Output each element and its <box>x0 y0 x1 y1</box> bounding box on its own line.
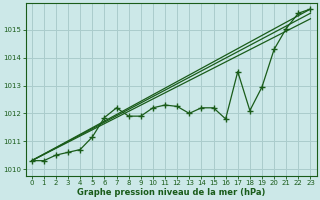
X-axis label: Graphe pression niveau de la mer (hPa): Graphe pression niveau de la mer (hPa) <box>77 188 265 197</box>
